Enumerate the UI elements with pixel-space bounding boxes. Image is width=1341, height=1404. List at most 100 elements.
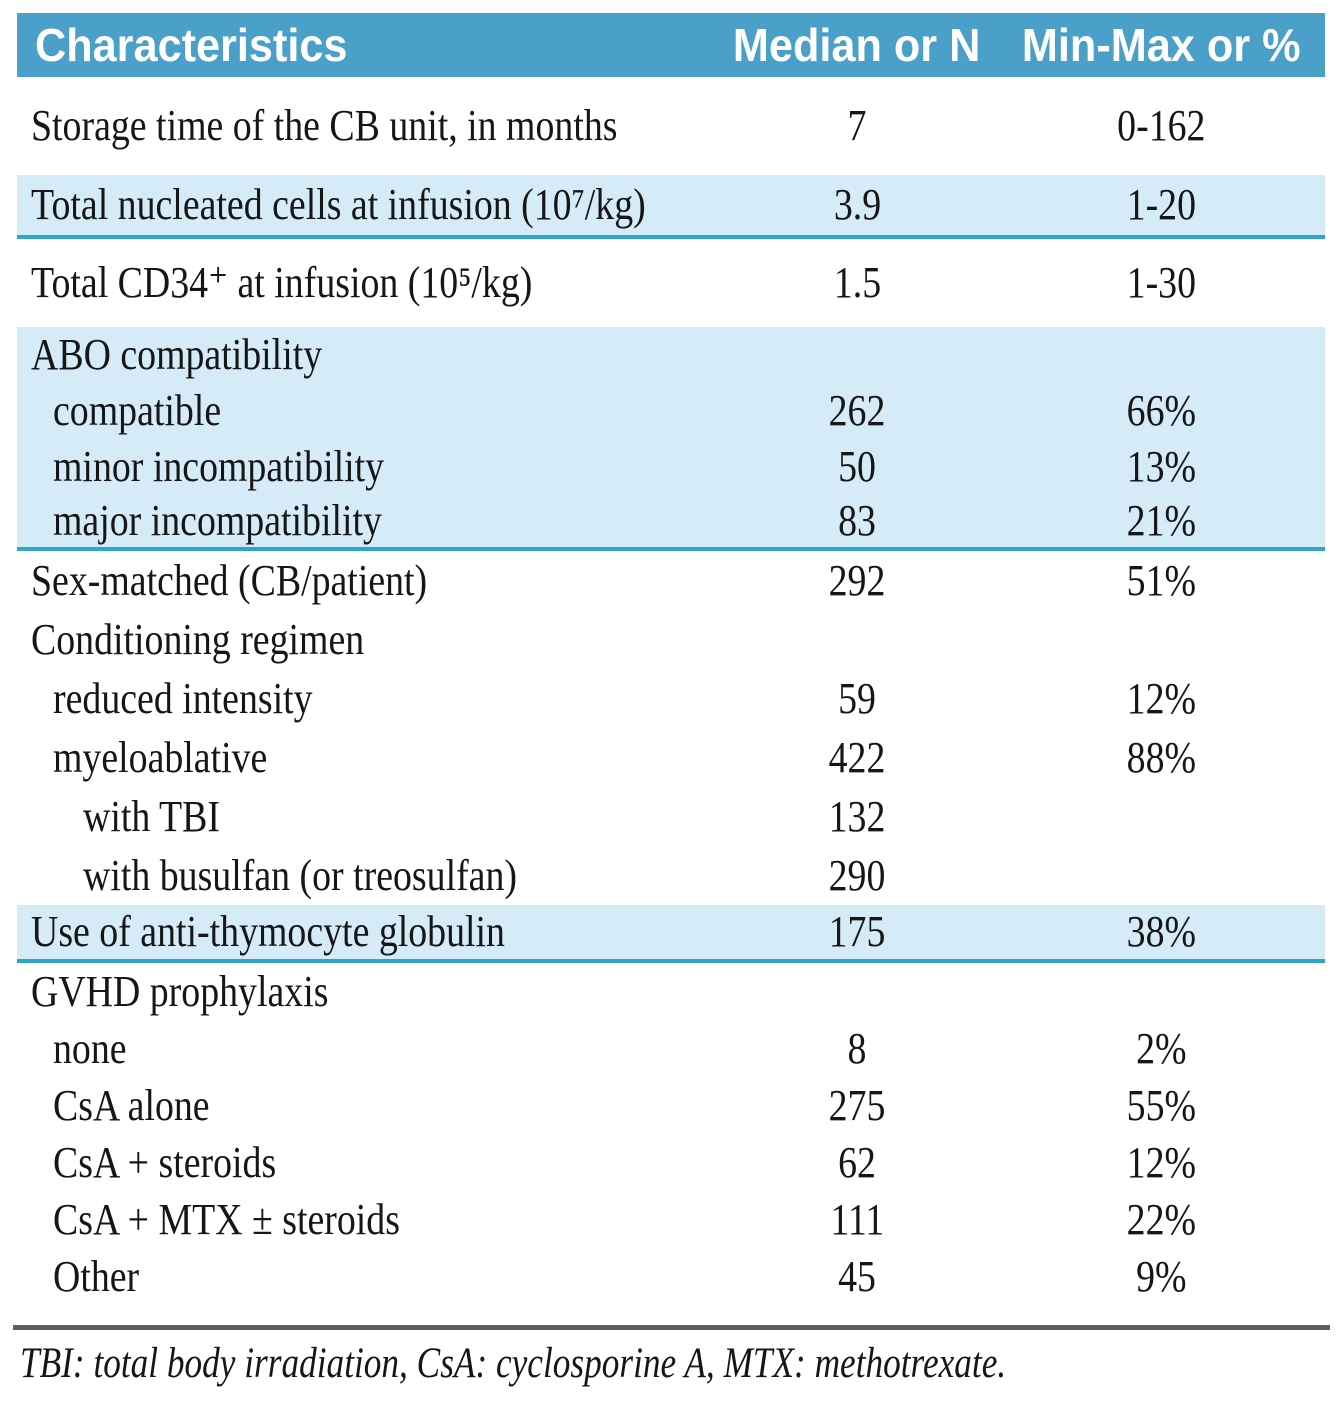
characteristic-cell: with busulfan (or treosulfan)	[17, 846, 717, 905]
median-cell: 132	[717, 787, 997, 846]
table-row-myeloablative: myeloablative 422 88%	[17, 728, 1325, 787]
median-value: 7	[847, 101, 867, 150]
median-cell: 45	[717, 1248, 997, 1305]
footnote-text: TBI: total body irradiation, CsA: cyclos…	[20, 1340, 1007, 1387]
minmax-value: 22%	[1126, 1194, 1196, 1244]
row-label: Sex-matched (CB/patient)	[31, 555, 428, 605]
median-value: 3.9	[833, 180, 881, 229]
median-value: 422	[828, 732, 886, 782]
median-cell: 111	[717, 1191, 997, 1248]
row-label: CsA alone	[53, 1080, 210, 1130]
row-label: ABO compatibility	[31, 330, 323, 379]
row-label: myeloablative	[53, 732, 268, 782]
minmax-value: 9%	[1135, 1251, 1187, 1301]
median-value: 83	[838, 496, 876, 545]
minmax-cell: 88%	[997, 728, 1325, 787]
table-row-storage-time: Storage time of the CB unit, in months 7…	[17, 77, 1325, 175]
median-value: 132	[828, 791, 886, 841]
table-row-csa-steroids: CsA + steroids 62 12%	[17, 1134, 1325, 1191]
header-characteristics-label: Characteristics	[35, 19, 348, 71]
characteristic-cell: Total CD34⁺ at infusion (10⁵/kg)	[17, 239, 717, 327]
table-row-csa-mtx-steroids: CsA + MTX ± steroids 111 22%	[17, 1191, 1325, 1248]
median-value: 275	[828, 1080, 886, 1130]
median-value: 1.5	[833, 258, 881, 307]
minmax-cell: 2%	[997, 1020, 1325, 1077]
minmax-value: 38%	[1126, 907, 1196, 956]
minmax-value: 55%	[1126, 1080, 1196, 1130]
header-minmax: Min-Max or %	[997, 13, 1325, 77]
characteristic-cell: major incompatibility	[17, 495, 717, 547]
table-row-nucleated-cells: Total nucleated cells at infusion (10⁷/k…	[17, 175, 1325, 239]
median-cell: 59	[717, 669, 997, 728]
minmax-cell	[997, 846, 1325, 905]
characteristic-cell: ABO compatibility	[17, 327, 717, 383]
median-value: 62	[838, 1137, 876, 1187]
characteristic-cell: Total nucleated cells at infusion (10⁷/k…	[17, 175, 717, 235]
median-value: 175	[828, 907, 886, 956]
median-value: 111	[830, 1194, 884, 1244]
characteristic-cell: Use of anti-thymocyte globulin	[17, 905, 717, 959]
row-label: compatible	[53, 386, 222, 435]
median-value: 8	[847, 1023, 867, 1073]
minmax-cell: 21%	[997, 495, 1325, 547]
table-row-csa-alone: CsA alone 275 55%	[17, 1077, 1325, 1134]
median-cell: 262	[717, 383, 997, 439]
characteristic-cell: CsA + MTX ± steroids	[17, 1191, 717, 1248]
minmax-value: 1-20	[1126, 180, 1196, 229]
table-row-with-busulfan: with busulfan (or treosulfan) 290	[17, 846, 1325, 905]
median-cell: 8	[717, 1020, 997, 1077]
header-characteristics: Characteristics	[17, 13, 717, 77]
median-cell: 50	[717, 439, 997, 495]
minmax-value: 51%	[1126, 555, 1196, 605]
minmax-cell: 0-162	[997, 77, 1325, 175]
median-cell	[717, 327, 997, 383]
characteristic-cell: GVHD prophylaxis	[17, 963, 717, 1020]
minmax-cell: 55%	[997, 1077, 1325, 1134]
minmax-cell	[997, 327, 1325, 383]
row-label: minor incompatibility	[53, 442, 385, 491]
row-label: Conditioning regimen	[31, 614, 365, 664]
characteristic-cell: minor incompatibility	[17, 439, 717, 495]
median-value: 50	[838, 442, 876, 491]
characteristic-cell: Other	[17, 1248, 717, 1305]
table-row-none: none 8 2%	[17, 1020, 1325, 1077]
row-label: CsA + steroids	[53, 1137, 277, 1187]
median-cell: 175	[717, 905, 997, 959]
characteristic-cell: CsA alone	[17, 1077, 717, 1134]
row-label: with busulfan (or treosulfan)	[83, 850, 518, 900]
minmax-cell: 9%	[997, 1248, 1325, 1305]
characteristic-cell: CsA + steroids	[17, 1134, 717, 1191]
table-row-cd34: Total CD34⁺ at infusion (10⁵/kg) 1.5 1-3…	[17, 239, 1325, 327]
minmax-value: 1-30	[1126, 258, 1196, 307]
minmax-cell: 1-20	[997, 175, 1325, 235]
row-label: Use of anti-thymocyte globulin	[31, 907, 505, 956]
row-label: with TBI	[83, 791, 221, 841]
minmax-value: 21%	[1126, 496, 1196, 545]
table-row-sex-matched: Sex-matched (CB/patient) 292 51%	[17, 551, 1325, 610]
minmax-value: 12%	[1126, 673, 1196, 723]
minmax-cell	[997, 787, 1325, 846]
minmax-value: 66%	[1126, 386, 1196, 435]
minmax-cell	[997, 963, 1325, 1020]
minmax-cell: 1-30	[997, 239, 1325, 327]
characteristic-cell: none	[17, 1020, 717, 1077]
median-cell: 7	[717, 77, 997, 175]
table-row-conditioning-regimen: Conditioning regimen	[17, 610, 1325, 669]
characteristic-cell: myeloablative	[17, 728, 717, 787]
minmax-value: 88%	[1126, 732, 1196, 782]
row-label: Total nucleated cells at infusion (10⁷/k…	[31, 180, 646, 229]
minmax-value: 12%	[1126, 1137, 1196, 1187]
minmax-cell	[997, 610, 1325, 669]
table-row-gvhd-prophylaxis: GVHD prophylaxis	[17, 963, 1325, 1020]
row-label: none	[53, 1023, 127, 1073]
median-cell: 83	[717, 495, 997, 547]
median-cell	[717, 610, 997, 669]
median-value: 262	[828, 386, 886, 435]
header-minmax-label: Min-Max or %	[1021, 19, 1301, 71]
median-cell: 422	[717, 728, 997, 787]
median-cell: 1.5	[717, 239, 997, 327]
row-label: Other	[53, 1251, 140, 1301]
characteristic-cell: compatible	[17, 383, 717, 439]
characteristic-cell: reduced intensity	[17, 669, 717, 728]
minmax-value: 2%	[1135, 1023, 1187, 1073]
